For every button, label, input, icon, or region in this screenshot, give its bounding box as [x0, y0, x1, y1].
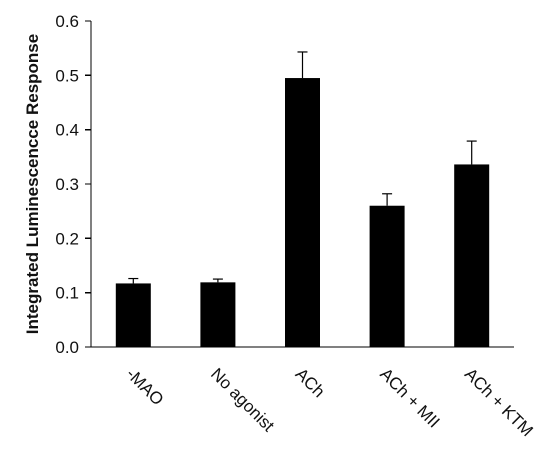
x-tick-label: -MAO [122, 364, 167, 409]
x-tick-label: ACh + KTM [461, 364, 537, 440]
y-tick-label: 0.5 [55, 66, 79, 85]
x-tick-label: ACh [292, 364, 329, 401]
y-tick-label: 0.3 [55, 175, 79, 194]
bar [369, 205, 405, 347]
y-tick-label: 0.0 [55, 338, 79, 357]
y-axis: 0.0 0.1 0.2 0.3 0.4 0.5 0.6 [55, 12, 92, 357]
x-tick-label: No agonist [207, 364, 278, 435]
y-tick-label: 0.2 [55, 229, 79, 248]
y-axis-label: Integrated Luminescencce Response [23, 34, 42, 334]
error-bars [128, 51, 477, 284]
y-tick-label: 0.1 [55, 284, 79, 303]
bars [115, 78, 490, 348]
x-axis: -MAO No agonist ACh ACh + MII ACh + KTM [91, 346, 537, 440]
y-tick-label: 0.4 [55, 121, 79, 140]
x-tick-label: ACh + MII [376, 364, 443, 431]
bar [285, 78, 320, 348]
y-tick-label: 0.6 [55, 12, 79, 31]
bar [200, 282, 236, 347]
bar [115, 283, 151, 347]
bar [454, 164, 490, 347]
